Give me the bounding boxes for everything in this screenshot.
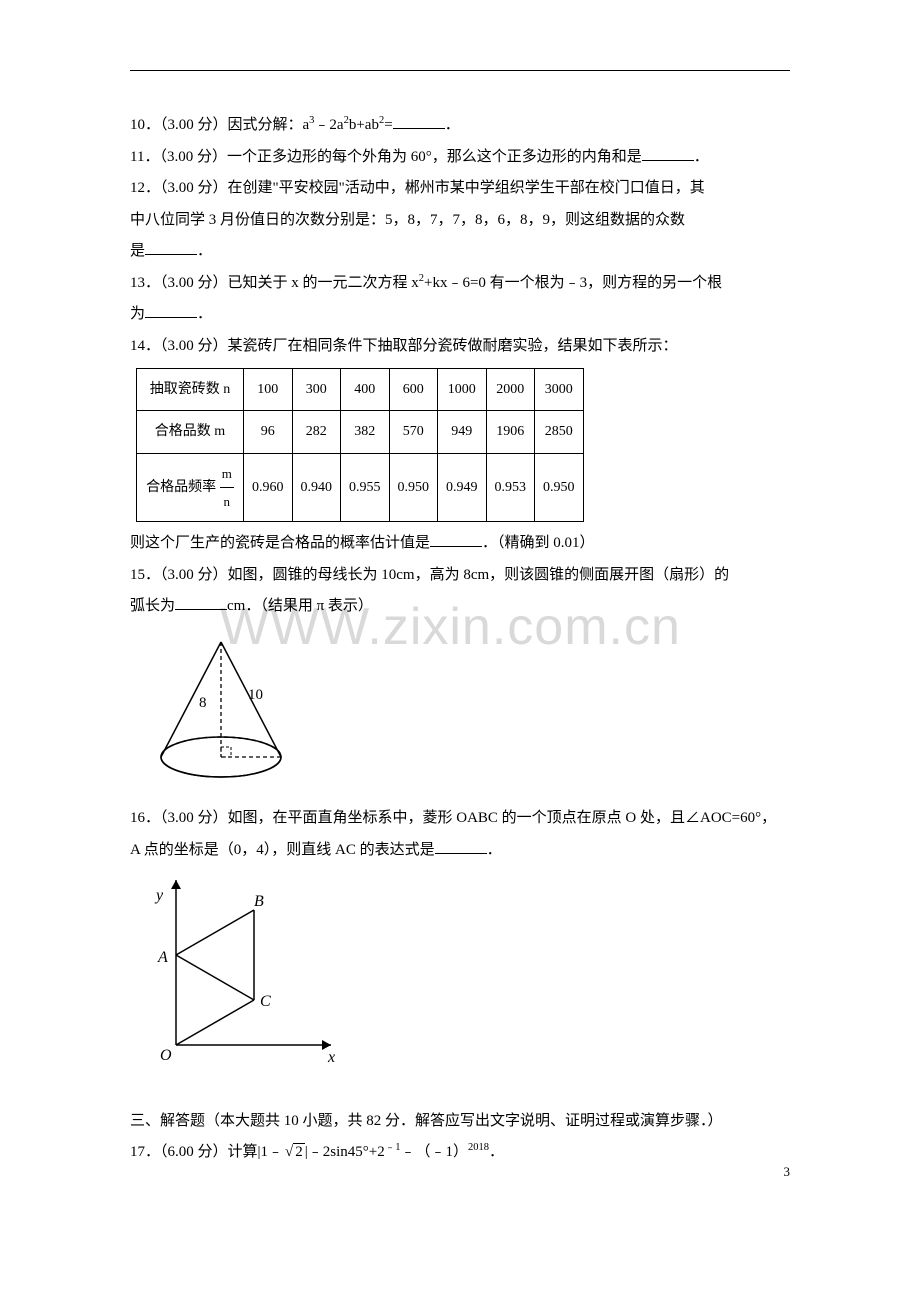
q10-mid3: = [384, 117, 392, 133]
q14-r2-1: 96 [244, 411, 293, 453]
cone-figure: 8 10 [136, 627, 790, 800]
q14-r2-2: 282 [292, 411, 341, 453]
q14-r3-1: 0.960 [244, 453, 293, 522]
question-12: 12．（3.00 分）在创建"平安校园"活动中，郴州市某中学组织学生干部在校门口… [130, 173, 790, 268]
q14-table: 抽取瓷砖数 n 100 300 400 600 1000 2000 3000 合… [136, 368, 584, 522]
content-area: 10．（3.00 分）因式分解：a3﹣2a2b+ab2=． 11．（3.00 分… [130, 110, 790, 1169]
q13-l1b: +kx﹣6=0 有一个根为﹣3，则方程的另一个根 [424, 275, 722, 291]
q17-c: ﹣（﹣1） [400, 1144, 468, 1160]
q10-mid2: b+ab [349, 117, 379, 133]
axis-x-label: x [327, 1049, 335, 1065]
q14-h2: 300 [292, 369, 341, 411]
spacer [130, 1082, 790, 1106]
q12-l1: 12．（3.00 分）在创建"平安校园"活动中，郴州市某中学组织学生干部在校门口… [130, 173, 790, 205]
q16-l2a: A 点的坐标是（0，4），则直线 AC 的表达式是 [130, 842, 435, 858]
q13-l2a: 为 [130, 306, 145, 322]
q17-a: 17．（6.00 分）计算|1﹣ [130, 1144, 283, 1160]
q14-r2-4: 570 [389, 411, 438, 453]
q10-mid1: ﹣2a [314, 117, 343, 133]
q14-h5: 1000 [438, 369, 487, 411]
q12-l2: 中八位同学 3 月份值日的次数分别是：5，8，7，7，8，6，8，9，则这组数据… [130, 205, 790, 237]
q15-l2a: 弧长为 [130, 598, 175, 614]
point-b-label: B [254, 893, 264, 910]
q14-r3-7: 0.950 [535, 453, 584, 522]
header-rule [130, 70, 790, 71]
q16-blank [435, 838, 487, 854]
question-13: 13．（3.00 分）已知关于 x 的一元二次方程 x2+kx﹣6=0 有一个根… [130, 268, 790, 331]
section-3-heading: 三、解答题（本大题共 10 小题，共 82 分．解答应写出文字说明、证明过程或演… [130, 1106, 790, 1138]
rhombus-figure: y x A B C O [136, 870, 790, 1078]
q14-r3-3: 0.955 [341, 453, 390, 522]
q16-l2b: ． [487, 842, 502, 858]
question-17: 17．（6.00 分）计算|1﹣√2|﹣2sin45°+2﹣1﹣（﹣1）2018… [130, 1137, 790, 1169]
q17-sup1: ﹣1 [385, 1142, 401, 1153]
question-14: 14．（3.00 分）某瓷砖厂在相同条件下抽取部分瓷砖做耐磨实验，结果如下表所示… [130, 331, 790, 560]
q11-blank [642, 145, 694, 161]
point-o-label: O [160, 1047, 172, 1064]
q13-l1a: 13．（3.00 分）已知关于 x 的一元二次方程 x [130, 275, 419, 291]
q14-blank [430, 531, 482, 547]
q14-r2-3: 382 [341, 411, 390, 453]
q16-l1: 16．（3.00 分）如图，在平面直角坐标系中，菱形 OABC 的一个顶点在原点… [130, 803, 790, 835]
question-16: 16．（3.00 分）如图，在平面直角坐标系中，菱形 OABC 的一个顶点在原点… [130, 803, 790, 1078]
q11-text: 11．（3.00 分）一个正多边形的每个外角为 60°，那么这个正多边形的内角和… [130, 149, 642, 165]
q14-h0: 抽取瓷砖数 n [137, 369, 244, 411]
q14-h4: 600 [389, 369, 438, 411]
cone-slant-label: 10 [248, 687, 263, 703]
q17-d: ． [489, 1144, 504, 1160]
point-c-label: C [260, 993, 271, 1010]
q12-blank [145, 239, 197, 255]
q11-suffix: ． [694, 149, 709, 165]
table-row: 合格品频率 m n 0.960 0.940 0.955 0.950 0.949 … [137, 453, 584, 522]
question-11: 11．（3.00 分）一个正多边形的每个外角为 60°，那么这个正多边形的内角和… [130, 142, 790, 174]
q10-blank [393, 113, 445, 129]
q17-sup2: 2018 [468, 1142, 489, 1153]
q15-l2b: cm．（结果用 π 表示） [227, 598, 373, 614]
q14-r2-7: 2850 [535, 411, 584, 453]
point-a-label: A [157, 949, 168, 966]
q13-l2b: ． [197, 306, 212, 322]
q14-h1: 100 [244, 369, 293, 411]
q14-h6: 2000 [486, 369, 535, 411]
rhombus-svg: y x A B C O [136, 870, 346, 1065]
q14-r3-4: 0.950 [389, 453, 438, 522]
fraction-icon: m n [220, 460, 234, 516]
q14-h3: 400 [341, 369, 390, 411]
table-row: 合格品数 m 96 282 382 570 949 1906 2850 [137, 411, 584, 453]
q14-r3-2: 0.940 [292, 453, 341, 522]
cone-svg: 8 10 [136, 627, 306, 787]
q14-outro-a: 则这个厂生产的瓷砖是合格品的概率估计值是 [130, 535, 430, 551]
cone-height-label: 8 [199, 695, 207, 711]
q15-l1: 15．（3.00 分）如图，圆锥的母线长为 10cm，高为 8cm，则该圆锥的侧… [130, 560, 790, 592]
q14-outro-b: ．（精确到 0.01） [482, 535, 595, 551]
q14-intro: 14．（3.00 分）某瓷砖厂在相同条件下抽取部分瓷砖做耐磨实验，结果如下表所示… [130, 331, 790, 363]
sqrt-icon: √2 [283, 1137, 305, 1169]
q15-blank [175, 594, 227, 610]
q14-r3-label: 合格品频率 [146, 480, 216, 495]
table-row: 抽取瓷砖数 n 100 300 400 600 1000 2000 3000 [137, 369, 584, 411]
q14-h7: 3000 [535, 369, 584, 411]
axis-y-label: y [154, 887, 164, 904]
q14-r2-6: 1906 [486, 411, 535, 453]
question-10: 10．（3.00 分）因式分解：a3﹣2a2b+ab2=． [130, 110, 790, 142]
q12-l3a: 是 [130, 243, 145, 259]
q12-l3b: ． [197, 243, 212, 259]
q10-suffix: ． [445, 117, 460, 133]
q17-b: |﹣2sin45°+2 [305, 1144, 385, 1160]
question-15: 15．（3.00 分）如图，圆锥的母线长为 10cm，高为 8cm，则该圆锥的侧… [130, 560, 790, 800]
frac-den: n [220, 488, 234, 515]
q14-r2-5: 949 [438, 411, 487, 453]
q10-text: 10．（3.00 分）因式分解：a [130, 117, 309, 133]
q14-r3-5: 0.949 [438, 453, 487, 522]
q14-r2-0: 合格品数 m [137, 411, 244, 453]
q14-r3-h: 合格品频率 m n [137, 453, 244, 522]
q13-blank [145, 302, 197, 318]
frac-num: m [220, 460, 234, 488]
q14-r3-6: 0.953 [486, 453, 535, 522]
sqrt-arg: 2 [293, 1143, 305, 1160]
